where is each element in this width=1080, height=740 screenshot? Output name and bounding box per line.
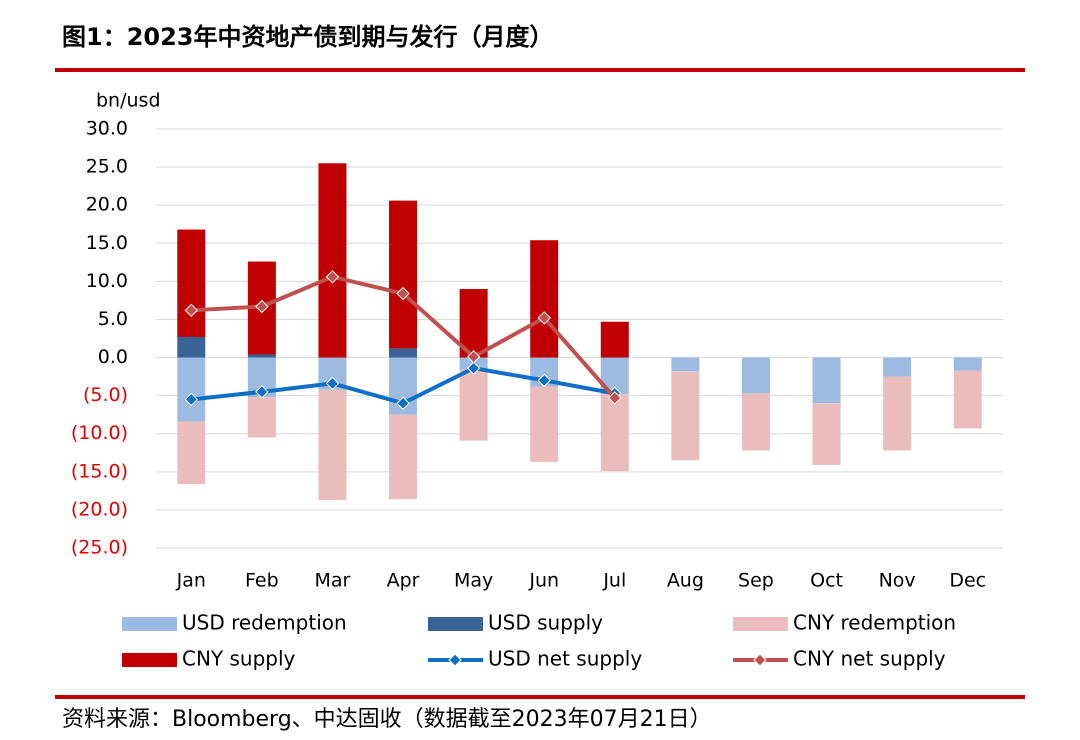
- legend-swatch: [733, 617, 788, 631]
- bar: [812, 357, 841, 404]
- bar: [177, 421, 206, 485]
- legend-label: CNY redemption: [793, 611, 956, 635]
- bar: [177, 357, 206, 422]
- bar: [459, 369, 488, 441]
- bar: [671, 357, 700, 372]
- marker: [255, 299, 269, 314]
- legend-swatch: [122, 617, 177, 631]
- legend-marker: [448, 653, 462, 667]
- x-tick-label: Dec: [949, 570, 986, 592]
- bar: [741, 357, 770, 394]
- bar: [741, 393, 770, 451]
- marker: [184, 392, 198, 407]
- marker: [325, 376, 340, 391]
- bar: [600, 321, 629, 358]
- marker: [537, 311, 551, 325]
- x-tick-label: Aug: [667, 570, 704, 592]
- marker: [537, 373, 551, 388]
- bar: [389, 200, 418, 349]
- y-tick-label: 15.0: [86, 232, 128, 254]
- source-note: 资料来源：Bloomberg、中达固收（数据截至2023年07月21日）: [62, 707, 712, 732]
- y-tick-label: 0.0: [98, 346, 128, 368]
- top-rule: [55, 68, 1025, 72]
- y-tick-label: (10.0): [71, 422, 128, 444]
- legend-label: USD net supply: [488, 647, 642, 671]
- marker: [255, 385, 269, 399]
- y-tick-label: (15.0): [71, 460, 128, 482]
- marker: [396, 396, 410, 410]
- x-tick-label: Apr: [387, 570, 420, 592]
- legend-swatch: [428, 617, 483, 631]
- y-tick-label: (20.0): [71, 498, 128, 520]
- bar: [318, 163, 347, 358]
- x-tick-label: Oct: [810, 570, 843, 592]
- y-tick-label: 30.0: [86, 118, 128, 140]
- y-tick-label: 20.0: [86, 194, 128, 216]
- marker: [466, 361, 481, 375]
- bar: [389, 414, 418, 500]
- legend-label: CNY supply: [182, 647, 296, 671]
- x-tick-label: Feb: [245, 570, 279, 592]
- x-tick-label: May: [454, 570, 493, 592]
- bar: [318, 389, 347, 501]
- legend-marker: [753, 653, 767, 667]
- bottom-rule: [55, 695, 1025, 699]
- y-tick-label: (5.0): [83, 384, 128, 406]
- y-tick-label: 10.0: [86, 270, 128, 292]
- marker: [608, 391, 622, 405]
- bar: [177, 229, 206, 337]
- bar: [247, 354, 276, 358]
- legend-label: USD redemption: [182, 611, 347, 635]
- marker: [184, 303, 198, 318]
- x-tick-label: Jun: [528, 570, 559, 592]
- x-tick-label: Sep: [738, 570, 774, 592]
- bar: [953, 357, 982, 371]
- y-axis-label: bn/usd: [96, 90, 161, 112]
- x-tick-label: Jan: [176, 570, 206, 592]
- legend-label: CNY net supply: [793, 647, 946, 671]
- x-tick-label: Jul: [602, 570, 626, 592]
- legend-label: USD supply: [488, 611, 603, 635]
- y-tick-label: (25.0): [71, 537, 128, 559]
- marker: [325, 270, 340, 284]
- y-tick-label: 25.0: [86, 156, 128, 178]
- bar: [883, 376, 912, 451]
- bar: [530, 386, 559, 462]
- bar: [812, 403, 841, 465]
- x-tick-label: Mar: [315, 570, 351, 592]
- bar: [883, 357, 912, 377]
- bar: [530, 240, 559, 358]
- legend-swatch: [122, 653, 177, 667]
- bar: [247, 397, 276, 438]
- bar: [600, 394, 629, 472]
- y-tick-label: 5.0: [98, 308, 128, 330]
- marker: [466, 350, 481, 364]
- bar: [389, 348, 418, 358]
- bar: [671, 371, 700, 461]
- bar: [953, 370, 982, 429]
- chart-title: 图1：2023年中资地产债到期与发行（月度）: [62, 23, 554, 51]
- bar: [177, 336, 206, 358]
- x-tick-label: Nov: [879, 570, 916, 592]
- marker: [396, 286, 410, 301]
